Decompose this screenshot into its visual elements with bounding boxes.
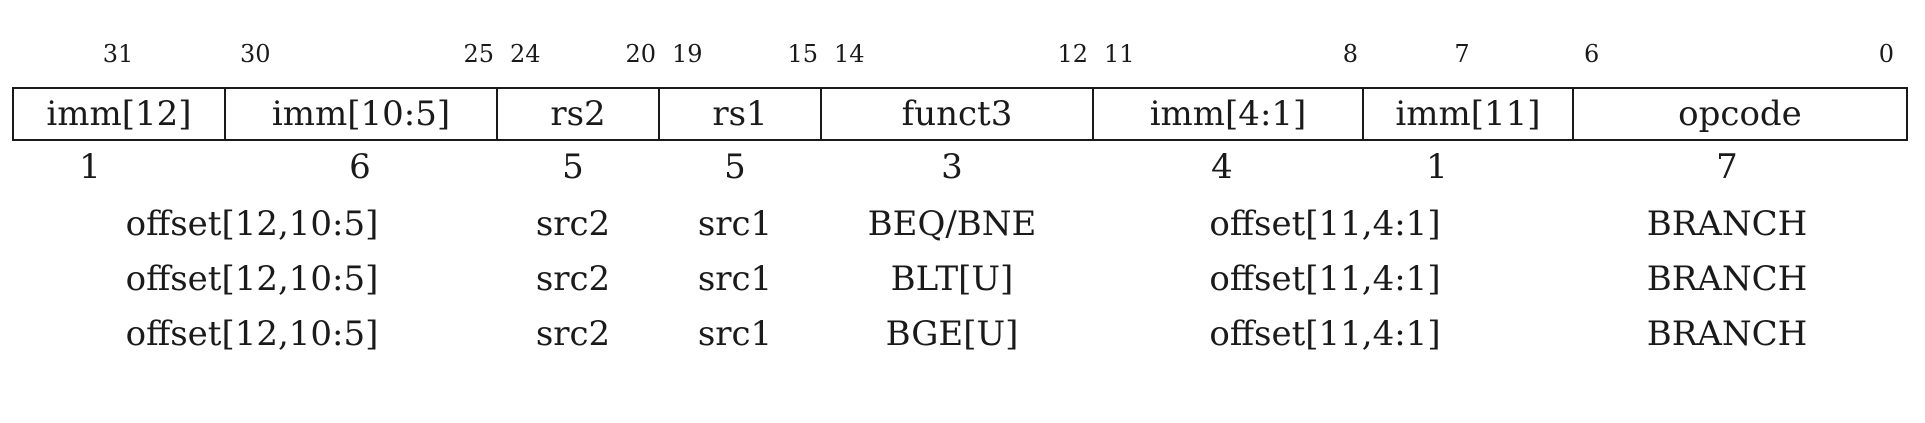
bit-7: 7	[1454, 40, 1470, 68]
row-offset-hi: offset[12,10:5]	[125, 204, 379, 244]
row-opcode: BRANCH	[1646, 204, 1808, 244]
row-src1: src1	[697, 204, 773, 244]
row-funct3: BEQ/BNE	[867, 204, 1037, 244]
bit-30: 30	[240, 40, 271, 68]
field-opcode: opcode	[1678, 94, 1802, 134]
width-opcode: 7	[1716, 147, 1738, 187]
width-imm10-5: 6	[349, 147, 371, 187]
bit-31: 31	[102, 40, 134, 68]
bit-8: 8	[1342, 40, 1358, 68]
row-src2: src2	[535, 314, 611, 354]
bit-14: 14	[834, 40, 865, 68]
width-rs1: 5	[724, 147, 746, 187]
bit-6: 6	[1584, 40, 1600, 68]
width-imm4-1: 4	[1211, 147, 1233, 187]
field-rs2: rs2	[498, 89, 660, 139]
row-funct3: BGE[U]	[885, 314, 1019, 354]
bit-25: 25	[463, 40, 494, 68]
field-imm10-5: imm[10:5]	[226, 89, 498, 139]
row-src2: src2	[535, 204, 611, 244]
field-funct3: funct3	[822, 89, 1094, 139]
row-funct3: BLT[U]	[890, 259, 1014, 299]
row-offset-lo: offset[11,4:1]	[1209, 314, 1441, 354]
row-offset-hi: offset[12,10:5]	[125, 259, 379, 299]
row-opcode: BRANCH	[1646, 259, 1808, 299]
width-imm12: 1	[79, 147, 101, 187]
row-opcode: BRANCH	[1646, 314, 1808, 354]
width-rs2: 5	[562, 147, 584, 187]
width-funct3: 3	[941, 147, 963, 187]
row-src1: src1	[697, 314, 773, 354]
field-rs1: rs1	[660, 89, 822, 139]
bit-11: 11	[1104, 40, 1135, 68]
bit-0: 0	[1878, 40, 1894, 68]
bit-12: 12	[1057, 40, 1088, 68]
field-imm11: imm[11]	[1364, 89, 1574, 139]
bit-19: 19	[672, 40, 703, 68]
bit-20: 20	[625, 40, 656, 68]
row-src1: src1	[697, 259, 773, 299]
bit-24: 24	[510, 40, 541, 68]
instruction-encoding-box: imm[12] imm[10:5] rs2 rs1 funct3 imm[4:1…	[12, 87, 1908, 141]
width-imm11: 1	[1426, 147, 1448, 187]
row-offset-lo: offset[11,4:1]	[1209, 204, 1441, 244]
bit-15: 15	[787, 40, 818, 68]
row-offset-hi: offset[12,10:5]	[125, 314, 379, 354]
field-imm4-1: imm[4:1]	[1094, 89, 1364, 139]
row-src2: src2	[535, 259, 611, 299]
row-offset-lo: offset[11,4:1]	[1209, 259, 1441, 299]
field-imm12: imm[12]	[14, 89, 226, 139]
